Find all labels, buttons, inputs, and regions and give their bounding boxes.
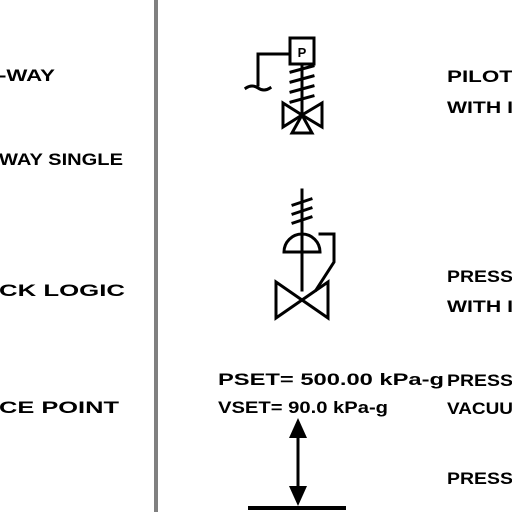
diaphragm — [282, 232, 322, 254]
left-row1-label: -WAY — [0, 66, 56, 85]
sense-line — [313, 232, 336, 293]
right-row1-line2: WITH I — [447, 98, 512, 117]
vessel-top-line — [248, 506, 346, 510]
column-divider — [154, 0, 158, 512]
spring-hatch — [289, 64, 315, 104]
right-row3-line2: VACUU — [447, 399, 512, 418]
right-row2-line2: WITH I — [447, 297, 512, 316]
left-row4-label: CE POINT — [0, 398, 120, 417]
pilot-box-letter: P — [298, 45, 307, 60]
valve-body-right — [299, 100, 324, 130]
spring-hatch-top — [291, 197, 313, 225]
right-row1-line1: PILOT — [447, 67, 512, 86]
pilot-tubing-squiggle — [243, 84, 273, 92]
right-column: PILOT WITH I PRESS WITH I PRESS VACUU PR… — [447, 67, 512, 488]
valve-body-lower — [289, 111, 315, 135]
down-arrowhead — [289, 486, 307, 506]
up-arrowhead — [289, 418, 307, 438]
setpoint-labels: PSET= 500.00 kPa-g VSET= 90.0 kPa-g — [218, 370, 444, 417]
pilot-operated-valve-icon: P — [243, 36, 324, 135]
valve-body-upper — [281, 100, 305, 130]
regulator-body-right — [299, 279, 330, 321]
right-row4-line1: PRESS — [447, 469, 512, 488]
pressure-vacuum-vent-icon — [248, 418, 346, 510]
pressure-regulator-valve-icon — [274, 188, 336, 321]
left-row2-label: WAY SINGLE — [0, 150, 123, 169]
left-row3-label: CK LOGIC — [0, 281, 125, 300]
right-row3-line1: PRESS — [447, 371, 512, 390]
right-row2-line1: PRESS — [447, 267, 512, 286]
regulator-body-left — [274, 279, 305, 321]
pilot-tubing — [256, 52, 292, 87]
vset-label: VSET= 90.0 kPa-g — [218, 398, 388, 417]
left-column: -WAY WAY SINGLE CK LOGIC CE POINT — [0, 66, 125, 417]
pset-label: PSET= 500.00 kPa-g — [218, 370, 444, 389]
